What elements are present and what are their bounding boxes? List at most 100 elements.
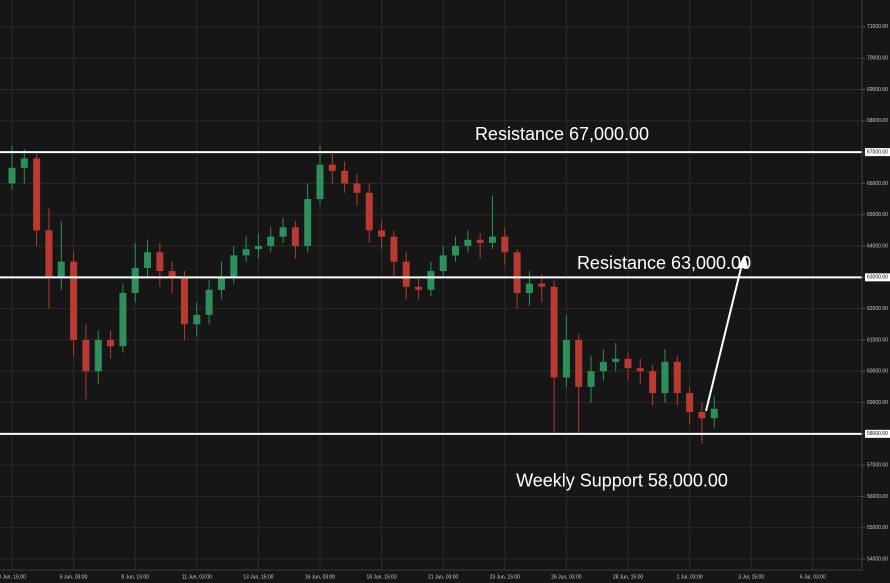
candle-body <box>562 339 570 378</box>
candle-body <box>291 227 299 247</box>
x-tick-label: 1 Jul, 03:00 <box>677 574 703 580</box>
y-tick-label: 59000.00 <box>867 400 888 406</box>
candle-body <box>661 361 669 394</box>
arrow-shaft <box>705 263 743 412</box>
candle-body <box>439 255 447 272</box>
level-label: Resistance 63,000.00 <box>577 253 751 273</box>
candle-body <box>180 277 188 325</box>
candle-body <box>144 252 152 268</box>
candle-body <box>501 236 509 253</box>
candle-body <box>415 286 423 290</box>
arrow <box>705 255 748 412</box>
y-tick-label: 66000.00 <box>867 181 888 187</box>
candle-body <box>673 361 681 394</box>
y-tick-label: 58000.00 <box>867 431 888 437</box>
y-tick-label: 56000.00 <box>867 494 888 500</box>
y-tick-highlight <box>865 148 890 157</box>
x-tick-label: 28 Jun, 15:00 <box>613 574 644 580</box>
y-tick-label: 67000.00 <box>867 149 888 155</box>
candle-body <box>267 236 275 247</box>
candles <box>8 145 718 444</box>
x-tick-label: 26 Jun, 03:00 <box>551 574 582 580</box>
candle-body <box>390 236 398 262</box>
x-tick-label: 3 Jun, 15:00 <box>0 574 26 580</box>
x-tick-label: 6 Jul, 03:00 <box>800 574 826 580</box>
candle-body <box>575 339 583 387</box>
candle-body <box>624 358 632 369</box>
axes: 54000.00 55000.00 56000.00 57000.00 58000.00… <box>0 24 890 580</box>
y-tick-label: 69000.00 <box>867 87 888 93</box>
candle-body <box>698 411 706 419</box>
y-tick-label: 62000.00 <box>867 306 888 312</box>
candle-body <box>82 339 90 372</box>
candle-body <box>57 261 65 278</box>
candle-body <box>45 230 53 278</box>
candle-body <box>464 239 472 247</box>
candle-body <box>710 408 718 419</box>
candle-body <box>550 286 558 378</box>
y-tick-label: 61000.00 <box>867 337 888 343</box>
x-tick-label: 8 Jun, 15:00 <box>121 574 149 580</box>
candle-body <box>193 314 201 325</box>
y-tick-highlight <box>865 273 890 282</box>
candle-body <box>8 167 16 184</box>
candle-body <box>341 170 349 184</box>
candle-body <box>649 371 657 394</box>
candle-body <box>427 271 435 290</box>
y-tick-label: 55000.00 <box>867 525 888 531</box>
x-tick-label: 3 Jul, 15:00 <box>738 574 764 580</box>
y-tick-label: 64000.00 <box>867 243 888 249</box>
candle-body <box>217 277 225 290</box>
y-tick-label: 65000.00 <box>867 212 888 218</box>
y-tick-label: 70000.00 <box>867 56 888 62</box>
candle-body <box>378 230 386 237</box>
candle-body <box>20 158 28 168</box>
candle-body <box>513 252 521 293</box>
candle-body <box>279 227 287 237</box>
level-label: Weekly Support 58,000.00 <box>516 471 728 491</box>
candle-body <box>304 199 312 247</box>
y-tick-label: 60000.00 <box>867 369 888 375</box>
y-tick-label: 63000.00 <box>867 275 888 281</box>
x-tick-label: 6 Jun, 03:00 <box>60 574 88 580</box>
candle-body <box>452 246 460 256</box>
candle-body <box>205 289 213 315</box>
x-tick-label: 13 Jun, 15:00 <box>243 574 274 580</box>
candle-body <box>587 371 595 387</box>
candle-body <box>599 361 607 372</box>
y-tick-label: 57000.00 <box>867 462 888 468</box>
candle-body <box>107 339 115 347</box>
candle-body <box>612 358 620 362</box>
y-tick-label: 71000.00 <box>867 24 888 30</box>
levels: Resistance 67,000.00 Resistance 63,000.00… <box>0 124 862 491</box>
candle-body <box>353 183 361 193</box>
candle-body <box>328 164 336 171</box>
candle-body <box>538 283 546 287</box>
x-tick-label: 18 Jun, 15:00 <box>366 574 397 580</box>
y-tick-label: 68000.00 <box>867 118 888 124</box>
x-tick-label: 16 Jun, 03:00 <box>305 574 336 580</box>
candle-body <box>488 236 496 243</box>
x-tick-label: 11 Jun, 03:00 <box>182 574 212 580</box>
arrow-head <box>737 255 748 268</box>
candle-body <box>70 261 78 340</box>
candle-body <box>316 164 324 200</box>
y-tick-highlight <box>865 429 890 438</box>
candle-body <box>636 368 644 372</box>
candle-body <box>156 252 164 272</box>
candle-body <box>94 339 102 372</box>
y-tick-label: 54000.00 <box>867 556 888 562</box>
candle-body <box>168 271 176 278</box>
candle-body <box>33 158 41 231</box>
candle-body <box>525 283 533 293</box>
x-tick-label: 23 Jun, 15:00 <box>490 574 521 580</box>
candle-body <box>476 239 484 243</box>
candle-body <box>230 255 238 278</box>
candle-body <box>131 267 139 293</box>
candle-body <box>242 249 250 256</box>
candle-body <box>119 292 127 347</box>
candle-body <box>402 261 410 287</box>
candle-body <box>686 393 694 412</box>
x-tick-label: 21 Jun, 03:00 <box>428 574 459 580</box>
